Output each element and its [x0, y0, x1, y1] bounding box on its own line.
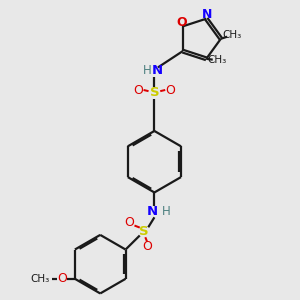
Text: O: O — [176, 16, 187, 29]
Text: S: S — [150, 86, 159, 99]
Text: O: O — [134, 84, 143, 97]
Text: O: O — [142, 240, 152, 253]
Text: N: N — [202, 8, 212, 21]
Text: CH₃: CH₃ — [31, 274, 50, 284]
Text: O: O — [124, 216, 134, 229]
Text: H: H — [162, 205, 171, 218]
Text: N: N — [152, 64, 163, 77]
Text: O: O — [57, 272, 67, 285]
Text: CH₃: CH₃ — [208, 55, 227, 65]
Text: H: H — [143, 64, 152, 77]
Text: S: S — [139, 226, 149, 238]
Text: N: N — [146, 205, 158, 218]
Text: O: O — [166, 84, 176, 97]
Text: CH₃: CH₃ — [222, 30, 242, 40]
